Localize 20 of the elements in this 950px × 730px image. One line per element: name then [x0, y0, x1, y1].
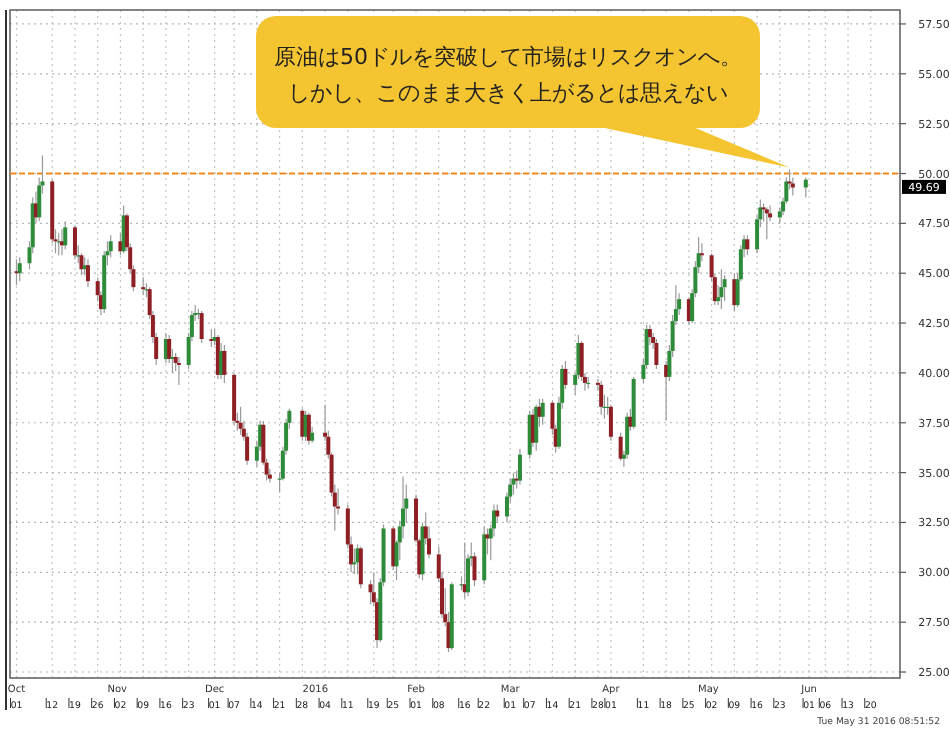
- candlestick: [14, 258, 19, 286]
- candlestick: [618, 432, 623, 462]
- candlestick: [300, 408, 305, 442]
- candlestick: [745, 234, 750, 256]
- candlestick: [222, 344, 227, 384]
- candlestick: [108, 234, 113, 258]
- candlestick: [540, 398, 545, 426]
- annotation: 原油は50ドルを突破して市場はリスクオンへ。しかし、このまま大きく上がるとは思えない: [274, 44, 742, 106]
- candlestick: [628, 408, 633, 432]
- candlestick: [63, 220, 68, 250]
- candlestick: [787, 168, 792, 191]
- candlestick: [563, 360, 568, 390]
- candlestick: [368, 579, 373, 605]
- candlestick: [722, 274, 727, 302]
- candlestick: [631, 376, 636, 430]
- candlestick: [719, 268, 724, 310]
- candlestick: [803, 176, 808, 199]
- candlestick: [732, 272, 737, 312]
- candlestick: [56, 232, 61, 256]
- candlestick: [485, 527, 490, 555]
